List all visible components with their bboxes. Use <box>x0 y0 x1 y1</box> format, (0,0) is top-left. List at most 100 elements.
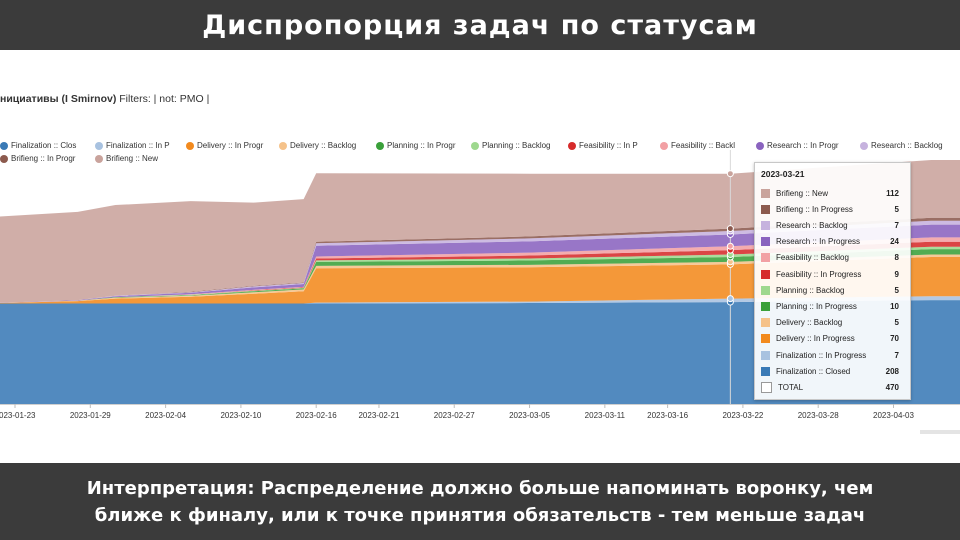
legend-label: Brifieng :: In Progr <box>11 154 76 163</box>
tooltip-swatch <box>761 366 770 376</box>
x-tick-label: 2023-02-10 <box>220 411 261 420</box>
tooltip-row: Finalization :: Closed 208 <box>761 364 899 378</box>
tooltip-label: Planning :: Backlog <box>776 285 845 295</box>
tooltip-swatch <box>761 204 770 214</box>
legend-marker <box>0 154 8 163</box>
tooltip-value: 470 <box>885 382 899 392</box>
tooltip-row: Finalization :: In Progress 7 <box>761 348 899 362</box>
area-series[interactable] <box>0 224 960 304</box>
x-tick-label: 2023-03-28 <box>798 411 839 420</box>
chart-legend: Finalization :: Clos Finalization :: In P… <box>0 141 955 167</box>
legend-marker <box>186 141 194 150</box>
tooltip-value: 10 <box>890 301 899 311</box>
interpretation-line-2: ближе к финалу, или к точке принятия обя… <box>94 504 866 526</box>
legend-marker <box>376 141 384 150</box>
tooltip-label: Brifieng :: New <box>776 188 829 198</box>
hover-marker <box>726 170 734 178</box>
tooltip-label: TOTAL <box>778 382 804 392</box>
legend-item[interactable]: Brifieng :: In Progr <box>0 154 75 163</box>
legend-marker <box>0 141 8 150</box>
legend-marker <box>279 141 287 150</box>
x-tick-label: 2023-04-03 <box>873 411 914 420</box>
tooltip-label: Feasibility :: Backlog <box>776 253 849 263</box>
x-tick-label: 2023-03-22 <box>722 411 763 420</box>
x-tick-label: 2023-03-05 <box>509 411 550 420</box>
tooltip-swatch <box>761 318 770 328</box>
tooltip-row: Feasibility :: In Progress 9 <box>761 267 899 281</box>
x-tick-label: 2023-03-11 <box>585 411 626 420</box>
tooltip-swatch <box>761 301 770 311</box>
x-tick-label: 2023-02-16 <box>296 411 337 420</box>
tooltip-value: 5 <box>894 285 899 295</box>
x-tick-label: 2023-02-21 <box>358 411 399 420</box>
tooltip-label: Finalization :: In Progress <box>776 350 867 360</box>
tooltip-swatch <box>761 253 770 263</box>
area-series[interactable] <box>0 300 960 404</box>
legend-item[interactable]: Brifieng :: New <box>95 154 158 163</box>
legend-item[interactable]: Finalization :: Clos <box>0 141 76 150</box>
legend-marker <box>95 141 103 150</box>
tooltip-label: Brifieng :: In Progress <box>776 204 853 214</box>
tooltip-value: 8 <box>894 253 899 263</box>
tooltip-row: Brifieng :: In Progress 5 <box>761 202 899 216</box>
tooltip-swatch <box>761 220 770 230</box>
legend-label: Delivery :: In Progr <box>197 141 264 150</box>
tooltip-value: 112 <box>886 188 899 198</box>
hover-marker <box>726 295 734 303</box>
x-tick-label: 2023-02-04 <box>145 411 186 420</box>
chart-header: нициативы (I Smirnov) Filters: | not: PM… <box>0 93 209 105</box>
interpretation-line-1: Интерпретация: Распределение должно боль… <box>86 477 874 499</box>
legend-label: Brifieng :: New <box>106 154 159 163</box>
tooltip-date: 2023-03-21 <box>761 169 805 179</box>
tooltip-value: 70 <box>890 334 899 344</box>
tooltip-row: Planning :: In Progress 10 <box>761 299 899 313</box>
legend-item[interactable]: Finalization :: In P <box>95 141 170 150</box>
horizontal-scrollbar[interactable] <box>920 430 960 434</box>
tooltip-row: Delivery :: In Progress 70 <box>761 332 899 346</box>
area-series[interactable] <box>0 159 960 304</box>
legend-row: Brifieng :: In Progr Brifieng :: New <box>0 154 955 167</box>
legend-marker <box>95 154 103 163</box>
tooltip-label: Research :: Backlog <box>776 220 848 230</box>
tooltip-label: Research :: In Progress <box>776 237 861 247</box>
legend-label: Delivery :: Backlog <box>290 141 357 150</box>
area-series[interactable] <box>0 296 960 304</box>
tooltip-label: Planning :: In Progress <box>776 301 857 311</box>
legend-label: Finalization :: Clos <box>11 141 77 150</box>
tooltip-swatch <box>761 350 770 360</box>
tooltip-row: Research :: In Progress 24 <box>761 235 899 249</box>
tooltip-row: Feasibility :: Backlog 8 <box>761 251 899 265</box>
tooltip-value: 5 <box>894 204 899 214</box>
tooltip-swatch <box>761 188 770 198</box>
tooltip-swatch <box>761 237 770 247</box>
legend-item[interactable]: Planning :: Backlog <box>471 141 551 150</box>
slide-title: Диспропорция задач по статусам <box>0 0 960 50</box>
tooltip-value: 7 <box>894 350 899 360</box>
legend-label: Feasibility :: Backl <box>671 141 736 150</box>
legend-item[interactable]: Delivery :: In Progr <box>186 141 263 150</box>
legend-marker <box>660 141 668 150</box>
tooltip-label: Delivery :: In Progress <box>776 334 855 344</box>
tooltip-row: Planning :: Backlog 5 <box>761 283 899 297</box>
tooltip-swatch <box>761 381 772 393</box>
legend-marker <box>860 141 868 150</box>
legend-item[interactable]: Research :: In Progr <box>756 141 839 150</box>
tooltip-row: TOTAL 470 <box>761 380 899 394</box>
tooltip-label: Delivery :: Backlog <box>776 318 843 328</box>
legend-marker <box>568 141 576 150</box>
interpretation-bar: Интерпретация: Распределение должно боль… <box>0 463 960 540</box>
legend-item[interactable]: Research :: Backlog <box>860 141 943 150</box>
legend-item[interactable]: Feasibility :: Backl <box>660 141 735 150</box>
legend-row: Finalization :: Clos Finalization :: In P… <box>0 141 955 154</box>
chart-filters: Filters: | not: PMO | <box>116 93 210 105</box>
tooltip-value: 7 <box>894 220 899 230</box>
legend-label: Planning :: In Progr <box>387 141 456 150</box>
tooltip-swatch <box>761 269 770 279</box>
tooltip-value: 5 <box>894 318 899 328</box>
tooltip-value: 24 <box>890 237 899 247</box>
area-series[interactable] <box>0 257 960 304</box>
tooltip-value: 208 <box>885 366 899 376</box>
legend-item[interactable]: Feasibility :: In P <box>568 141 638 150</box>
legend-item[interactable]: Planning :: In Progr <box>376 141 455 150</box>
legend-item[interactable]: Delivery :: Backlog <box>279 141 356 150</box>
